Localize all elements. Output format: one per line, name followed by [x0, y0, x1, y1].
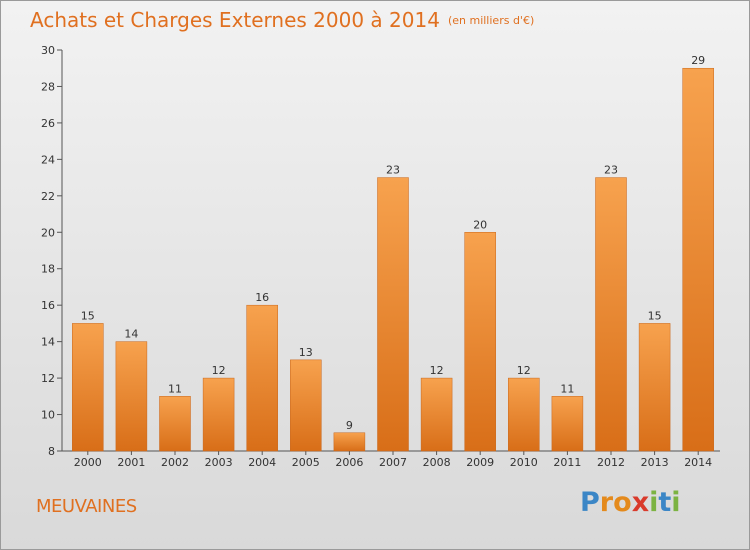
value-label-2005: 13: [299, 346, 313, 359]
y-tick-label: 14: [41, 336, 55, 349]
x-tick-label-2012: 2012: [597, 456, 625, 469]
logo-letter: t: [658, 487, 672, 518]
y-tick-label: 26: [41, 117, 55, 130]
value-label-2012: 23: [604, 164, 618, 177]
bar-2002: [159, 396, 191, 452]
y-tick-label: 24: [41, 153, 55, 166]
value-label-2013: 15: [648, 309, 662, 322]
logo-letter: o: [613, 487, 632, 518]
y-tick-label: 18: [41, 263, 55, 276]
value-label-2004: 16: [255, 291, 269, 304]
y-tick-label: 20: [41, 226, 55, 239]
bar-2010: [508, 377, 540, 452]
x-tick-label-2003: 2003: [205, 456, 233, 469]
bar-2007: [377, 177, 409, 452]
value-label-2006: 9: [346, 419, 353, 432]
chart-title-line: Achats et Charges Externes 2000 à 2014 (e…: [30, 8, 534, 32]
value-label-2003: 12: [212, 364, 226, 377]
logo-letter: i: [649, 487, 659, 518]
value-label-2007: 23: [386, 164, 400, 177]
bar-2012: [595, 177, 627, 452]
commune-name: MEUVAINES: [36, 496, 137, 517]
y-tick-label: 8: [48, 445, 55, 458]
bar-2005: [290, 359, 322, 452]
bar-2006: [333, 432, 366, 452]
proxiti-logo: Proxiti: [580, 487, 681, 518]
y-tick-label: 10: [41, 409, 55, 422]
value-label-2010: 12: [517, 364, 531, 377]
bar-2004: [246, 304, 278, 452]
value-label-2002: 11: [168, 382, 182, 395]
x-tick-label-2009: 2009: [466, 456, 494, 469]
logo-letter: P: [580, 487, 600, 518]
bar-2013: [638, 323, 671, 452]
x-tick-label-2000: 2000: [74, 456, 102, 469]
x-tick-label-2004: 2004: [248, 456, 276, 469]
value-label-2014: 29: [691, 54, 705, 67]
x-tick-label-2007: 2007: [379, 456, 407, 469]
y-tick-label: 30: [41, 44, 55, 57]
value-label-2011: 11: [560, 382, 574, 395]
x-tick-label-2001: 2001: [117, 456, 145, 469]
x-tick-label-2002: 2002: [161, 456, 189, 469]
y-tick-label: 28: [41, 80, 55, 93]
x-tick-label-2013: 2013: [641, 456, 669, 469]
bar-2001: [115, 341, 148, 452]
chart-subtitle: (en milliers d'€): [447, 14, 535, 27]
x-tick-label-2014: 2014: [684, 456, 712, 469]
chart-title: Achats et Charges Externes 2000 à 2014: [30, 8, 440, 32]
x-tick-label-2008: 2008: [423, 456, 451, 469]
value-label-2009: 20: [473, 218, 487, 231]
bar-2008: [420, 377, 453, 452]
y-tick-label: 12: [41, 372, 55, 385]
x-tick-label-2005: 2005: [292, 456, 320, 469]
value-label-2001: 14: [124, 328, 138, 341]
x-tick-label-2010: 2010: [510, 456, 538, 469]
y-tick-label: 22: [41, 190, 55, 203]
logo-letter: r: [599, 487, 614, 518]
bar-2014: [682, 67, 714, 452]
bar-2009: [464, 232, 496, 452]
bar-2003: [202, 377, 235, 452]
value-label-2000: 15: [81, 309, 95, 322]
x-tick-label-2011: 2011: [553, 456, 581, 469]
value-label-2008: 12: [430, 364, 444, 377]
x-tick-label-2006: 2006: [335, 456, 363, 469]
bar-2011: [551, 396, 584, 452]
logo-letter: i: [671, 487, 681, 518]
logo-letter: x: [631, 487, 650, 518]
y-tick-label: 16: [41, 299, 55, 312]
bar-2000: [72, 323, 104, 452]
